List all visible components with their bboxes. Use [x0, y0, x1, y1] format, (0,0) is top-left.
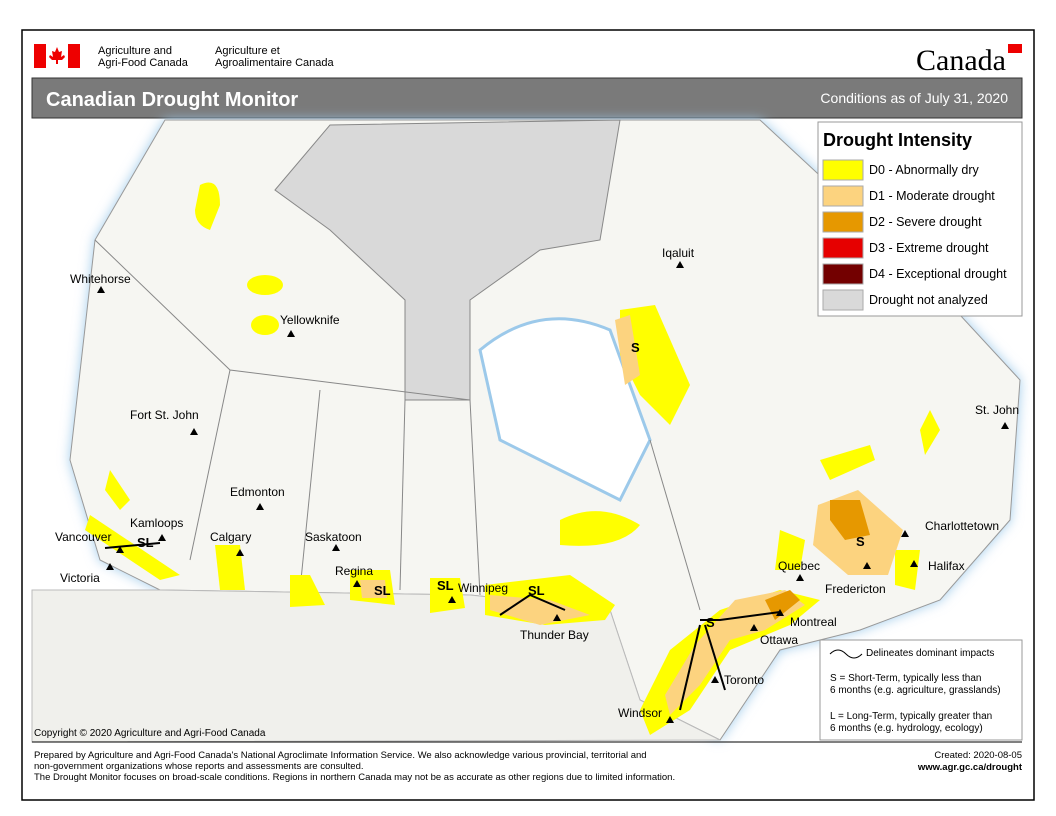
- city-label: Kamloops: [130, 516, 183, 530]
- legend-label: D3 - Extreme drought: [869, 241, 989, 255]
- agency-en: Agri-Food Canada: [98, 57, 189, 69]
- city-label: Charlottetown: [925, 519, 999, 533]
- city-label: Saskatoon: [305, 530, 362, 544]
- impact-label: S: [856, 534, 865, 549]
- city-label: Vancouver: [55, 530, 111, 544]
- created: Created: 2020-08-05: [934, 750, 1022, 761]
- city-label: Thunder Bay: [520, 628, 589, 642]
- city-marker: [287, 330, 295, 337]
- city-marker: [553, 614, 561, 621]
- city-label: Fredericton: [825, 582, 886, 596]
- city-label: Regina: [335, 564, 373, 578]
- impact-label: SL: [528, 583, 545, 598]
- url: www.agr.gc.ca/drought: [917, 762, 1023, 773]
- city-label: Iqaluit: [662, 246, 695, 260]
- title-bar: [31, 77, 1023, 119]
- date: Conditions as of July 31, 2020: [820, 90, 1008, 106]
- legend-swatch: [822, 185, 864, 207]
- footer-text: Prepared by Agriculture and Agri-Food Ca…: [34, 750, 647, 761]
- legend-label: D1 - Moderate drought: [869, 189, 995, 203]
- impact-label: S: [706, 615, 715, 630]
- city-marker: [116, 546, 124, 553]
- city-label: Ottawa: [760, 633, 798, 647]
- agency-fr: Agroalimentaire Canada: [215, 57, 335, 69]
- footer-text: The Drought Monitor focuses on broad-sca…: [34, 772, 675, 783]
- city-marker: [236, 549, 244, 556]
- title: Canadian Drought Monitor: [46, 89, 298, 111]
- city-label: Winnipeg: [458, 581, 508, 595]
- city-marker: [676, 261, 684, 268]
- city-label: Fort St. John: [130, 408, 199, 422]
- impact-short: S = Short-Term, typically less than: [830, 673, 981, 684]
- city-marker: [190, 428, 198, 435]
- city-marker: [332, 544, 340, 551]
- city-label: Victoria: [60, 571, 100, 585]
- impact-label: SL: [437, 578, 454, 593]
- city-marker: [750, 624, 758, 631]
- city-marker: [97, 286, 105, 293]
- city-marker: [256, 503, 264, 510]
- legend-swatch: [822, 289, 864, 311]
- city-marker: [1001, 422, 1009, 429]
- impact-long: 6 months (e.g. hydrology, ecology): [830, 723, 983, 734]
- city-label: Yellowknife: [280, 313, 340, 327]
- footer-text: non-government organizations whose repor…: [34, 761, 364, 772]
- city-marker: [711, 676, 719, 683]
- impact-line-sample: [829, 649, 863, 659]
- city-label: Calgary: [210, 530, 251, 544]
- copyright: Copyright © 2020 Agriculture and Agri-Fo…: [34, 728, 266, 739]
- flag-logo: [34, 44, 80, 68]
- city-label: Whitehorse: [70, 272, 131, 286]
- cities: Whitehorse Yellowknife Iqaluit Fort St. Joh…: [55, 246, 1019, 723]
- city-marker: [776, 609, 784, 616]
- wordmark-flag: [1008, 44, 1022, 53]
- agency-en: Agriculture and: [98, 45, 172, 57]
- city-label: Edmonton: [230, 485, 285, 499]
- city-marker: [863, 562, 871, 569]
- legend-label: D0 - Abnormally dry: [869, 163, 980, 177]
- legend-title: Drought Intensity: [823, 130, 972, 150]
- wordmark: Canada: [916, 44, 1006, 77]
- impact-label: SL: [137, 535, 154, 550]
- city-marker: [910, 560, 918, 567]
- city-marker: [666, 716, 674, 723]
- city-marker: [158, 534, 166, 541]
- map: [31, 119, 1022, 743]
- city-label: Quebec: [778, 559, 820, 573]
- city-label: Halifax: [928, 559, 965, 573]
- impact-label: SL: [374, 583, 391, 598]
- agency-fr: Agriculture et: [215, 45, 280, 57]
- legend-swatch: [822, 159, 864, 181]
- city-label: St. John: [975, 403, 1019, 417]
- city-marker: [901, 530, 909, 537]
- city-marker: [796, 574, 804, 581]
- impact-short: 6 months (e.g. agriculture, grasslands): [830, 685, 1001, 696]
- city-label: Toronto: [724, 673, 764, 687]
- impact-long: L = Long-Term, typically greater than: [830, 711, 992, 722]
- impact-label: S: [631, 340, 640, 355]
- impact-labels: S SL SL SL SL S S: [137, 340, 865, 630]
- city-label: Montreal: [790, 615, 837, 629]
- impact-line-label: Delineates dominant impacts: [866, 648, 994, 659]
- legend-label: D4 - Exceptional drought: [869, 267, 1007, 281]
- legend-label: Drought not analyzed: [869, 293, 988, 307]
- legend-swatch: [822, 237, 864, 259]
- city-marker: [106, 563, 114, 570]
- city-label: Windsor: [618, 706, 662, 720]
- legend-swatch: [822, 211, 864, 233]
- impacts-legend: [819, 639, 1023, 741]
- legend-label: D2 - Severe drought: [869, 215, 982, 229]
- legend-items: D0 - Abnormally dry D1 - Moderate drought…: [822, 159, 1007, 311]
- city-marker: [448, 596, 456, 603]
- city-marker: [353, 580, 361, 587]
- legend-swatch: [822, 263, 864, 285]
